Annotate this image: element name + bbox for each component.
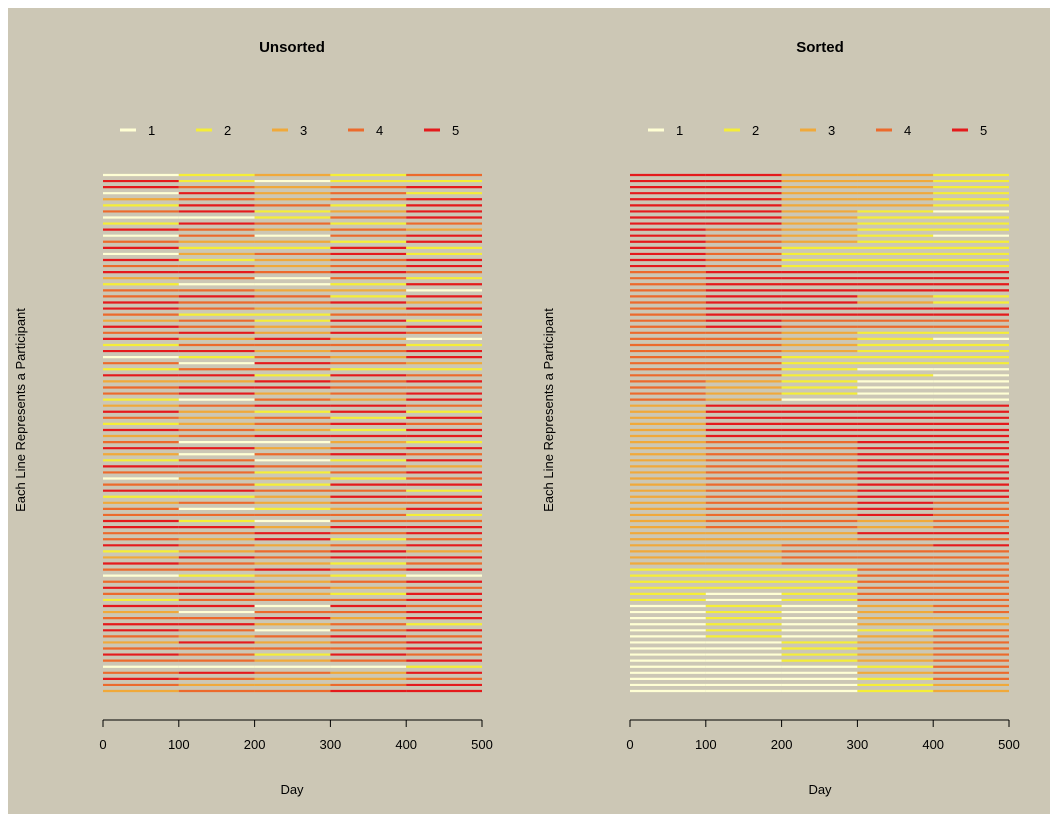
y-axis-label-sorted: Each Line Represents a Participant bbox=[541, 308, 556, 512]
legend-label-sorted-2: 2 bbox=[752, 123, 759, 138]
legend-label-unsorted-2: 2 bbox=[224, 123, 231, 138]
chart-figure: Unsorted 1 2 3 4 5 0 100 200 300 400 500 Day Each… bbox=[8, 8, 1050, 814]
panel-unsorted: Unsorted 1 2 3 4 5 0 100 200 300 400 500 Day Each… bbox=[13, 39, 493, 797]
x-tick-label-unsorted: 300 bbox=[320, 737, 342, 752]
legend-label-sorted-4: 4 bbox=[904, 123, 911, 138]
x-tick-label-sorted: 200 bbox=[771, 737, 793, 752]
x-tick-label-sorted: 500 bbox=[998, 737, 1020, 752]
x-tick-label-unsorted: 200 bbox=[244, 737, 266, 752]
plot-area-unsorted bbox=[103, 173, 482, 693]
legend-label-unsorted-3: 3 bbox=[300, 123, 307, 138]
x-tick-label-unsorted: 400 bbox=[395, 737, 417, 752]
x-axis-label-unsorted: Day bbox=[280, 782, 304, 797]
x-tick-label-sorted: 100 bbox=[695, 737, 717, 752]
x-tick-label-sorted: 400 bbox=[922, 737, 944, 752]
y-axis-label-unsorted: Each Line Represents a Participant bbox=[13, 308, 28, 512]
plot-area-sorted bbox=[630, 173, 1009, 693]
x-axis-unsorted: 0 100 200 300 400 500 bbox=[99, 719, 493, 752]
legend-label-unsorted-5: 5 bbox=[452, 123, 459, 138]
panel-sorted: Sorted 1 2 3 4 5 0 100 200 300 400 500 Day Each L… bbox=[541, 39, 1020, 797]
x-axis-label-sorted: Day bbox=[808, 782, 832, 797]
legend-label-sorted-5: 5 bbox=[980, 123, 987, 138]
chart-title-unsorted: Unsorted bbox=[259, 39, 325, 56]
x-axis-sorted: 0 100 200 300 400 500 bbox=[626, 719, 1020, 752]
legend-label-sorted-3: 3 bbox=[828, 123, 835, 138]
figure: Unsorted 1 2 3 4 5 0 100 200 300 400 500 Day Each… bbox=[8, 8, 1050, 814]
legend-label-unsorted-1: 1 bbox=[148, 123, 155, 138]
legend-label-sorted-1: 1 bbox=[676, 123, 683, 138]
x-tick-label-unsorted: 0 bbox=[99, 737, 106, 752]
x-tick-label-sorted: 300 bbox=[847, 737, 869, 752]
x-tick-label-unsorted: 500 bbox=[471, 737, 493, 752]
legend-label-unsorted-4: 4 bbox=[376, 123, 383, 138]
legend-sorted: 1 2 3 4 5 bbox=[648, 123, 987, 138]
legend-unsorted: 1 2 3 4 5 bbox=[120, 123, 459, 138]
x-tick-label-sorted: 0 bbox=[626, 737, 633, 752]
chart-title-sorted: Sorted bbox=[796, 39, 844, 56]
x-tick-label-unsorted: 100 bbox=[168, 737, 190, 752]
